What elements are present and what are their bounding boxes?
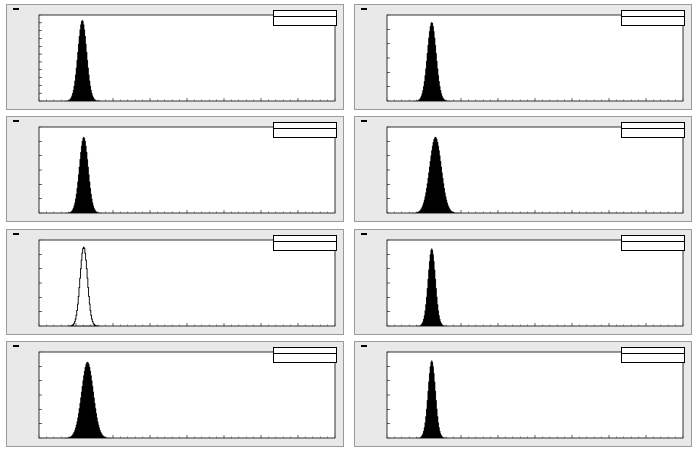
histogram-peak	[68, 246, 100, 327]
stats-box	[273, 347, 337, 363]
histogram-svg	[386, 239, 684, 327]
stats-box	[621, 347, 685, 363]
histogram-pad-6	[354, 229, 692, 335]
histogram-pad-3	[6, 116, 344, 222]
histogram-peak	[416, 248, 448, 327]
pad-title	[361, 8, 367, 10]
histogram-peak	[416, 360, 448, 439]
pad-title	[13, 345, 19, 347]
histogram-svg	[38, 351, 336, 439]
stats-box	[621, 235, 685, 251]
stats-box	[273, 10, 337, 26]
pad-title	[361, 233, 367, 235]
histogram-pad-1	[6, 4, 344, 110]
stats-box	[273, 122, 337, 138]
histogram-svg	[386, 126, 684, 214]
histogram-peak	[411, 136, 460, 214]
pad-title	[361, 345, 367, 347]
histogram-svg	[38, 14, 336, 102]
pad-title	[13, 233, 19, 235]
histogram-pad-2	[354, 4, 692, 110]
pad-title	[13, 120, 19, 122]
pad-title	[361, 120, 367, 122]
histogram-svg	[386, 14, 684, 102]
pad-title	[13, 8, 19, 10]
histogram-pad-8	[354, 341, 692, 447]
stats-box	[273, 235, 337, 251]
stats-box	[621, 122, 685, 138]
histogram-peak	[413, 21, 451, 102]
histogram-peak	[63, 361, 112, 439]
histogram-svg	[38, 239, 336, 327]
histogram-svg	[386, 351, 684, 439]
histogram-peak	[63, 20, 101, 102]
histogram-svg	[38, 126, 336, 214]
histogram-pad-5	[6, 229, 344, 335]
stats-box	[621, 10, 685, 26]
histogram-peak	[65, 136, 103, 214]
plot-frame	[38, 239, 336, 327]
histogram-pad-4	[354, 116, 692, 222]
histogram-pad-7	[6, 341, 344, 447]
